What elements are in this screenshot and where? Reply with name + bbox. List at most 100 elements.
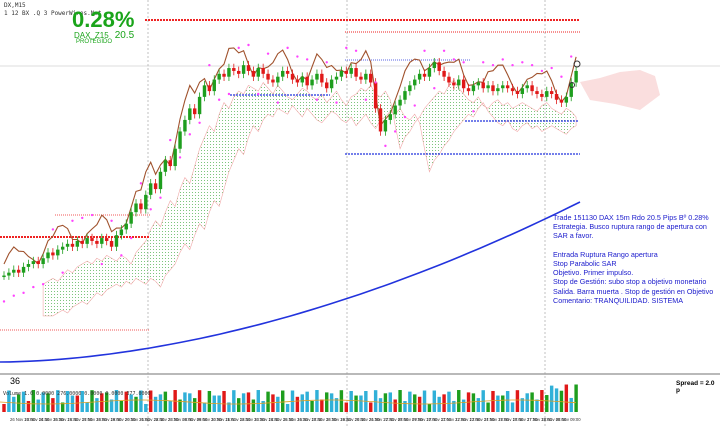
sar-dot (159, 196, 162, 199)
candle-body (60, 246, 65, 250)
candle-body (119, 229, 124, 236)
candle-body (212, 79, 216, 92)
volume-bar (334, 398, 339, 412)
volume-bar (285, 403, 290, 412)
candle-body (271, 79, 275, 83)
candle-body (310, 79, 314, 86)
candle-body (65, 243, 70, 247)
candle-body (373, 82, 378, 109)
candle-body (501, 85, 505, 89)
volume-bar (188, 393, 192, 412)
candle-body (295, 79, 300, 83)
volume-bar (510, 402, 515, 412)
candle-body (2, 275, 6, 278)
x-tick-label: 26 Nov 16:30 (283, 417, 309, 422)
x-tick-label: 26 Nov 09:00 (182, 417, 208, 422)
candle-body (325, 82, 329, 89)
volume-bar (207, 390, 212, 412)
candle-body (75, 240, 80, 247)
x-tick-label: 26 Nov 14:30 (254, 417, 280, 422)
volume-bar (60, 402, 65, 412)
sar-dot (22, 291, 25, 295)
x-tick-label: 27 Nov 16:00 (498, 417, 524, 422)
candle-body (515, 91, 520, 94)
candle-body (46, 252, 50, 259)
candle-body (144, 194, 148, 210)
candle-body (505, 85, 510, 89)
x-tick-label: 26 Nov 18:30 (312, 417, 338, 422)
candle-body (246, 65, 251, 71)
candle-body (496, 88, 500, 92)
candle-body (305, 76, 309, 86)
volume-bar (276, 396, 280, 412)
volume-bar (295, 396, 300, 412)
x-tick-label: 26 Nov 20:30 (340, 417, 366, 422)
volume-bar (461, 399, 466, 412)
volume-bar (378, 398, 383, 412)
sar-dot (81, 216, 84, 220)
volume-bar (329, 393, 334, 412)
candle-body (388, 114, 393, 120)
volume-bar (554, 388, 559, 412)
volume-bar (266, 391, 270, 412)
x-tick-label: 26 Nov 21:00 (125, 417, 151, 422)
symbol-row: DAX_Z15 20.5 (74, 30, 134, 41)
volume-bar (320, 399, 324, 412)
candle-body (393, 105, 397, 115)
volume-bar (251, 399, 256, 412)
candle-body (535, 91, 539, 94)
candle-body (241, 65, 246, 74)
candle-body (207, 85, 212, 92)
volume-bar (281, 390, 285, 412)
subwindow-value: 36 (10, 376, 21, 386)
candle-body (124, 223, 128, 230)
candle-body (251, 70, 256, 77)
sar-dot (217, 98, 221, 101)
candle-body (471, 85, 476, 92)
candle-body (476, 82, 481, 86)
sar-dot (491, 63, 495, 67)
candle-body (525, 85, 529, 89)
sar-dot (501, 58, 504, 61)
sar-dot (472, 110, 475, 113)
note-line: Comentario: TRANQUILIDAD. SISTEMA (553, 295, 684, 305)
candle-body (183, 119, 187, 132)
profit-percent: 0.28% (72, 7, 135, 32)
volume-bar (153, 396, 158, 412)
candle-body (227, 68, 231, 77)
volume-bar (310, 400, 314, 412)
volume-bar (227, 402, 231, 412)
volume-bar (525, 393, 529, 412)
volume-bar (178, 399, 182, 412)
candle-body (41, 258, 45, 265)
volume-bar (408, 391, 412, 412)
volume-bar (398, 390, 402, 412)
x-tick-label: 26 Nov 11:00 (211, 417, 236, 422)
volume-bar (148, 390, 153, 412)
volume-bar (222, 391, 226, 412)
candle-body (486, 85, 490, 89)
candle-body (549, 91, 554, 94)
candle-body (80, 240, 84, 244)
sar-dot (12, 294, 15, 297)
sar-dot (462, 61, 465, 64)
volume-bar (344, 402, 348, 412)
x-tick-label: 27 Nov 08:00 (383, 417, 409, 422)
trade-marker (573, 60, 581, 68)
candle-body (452, 82, 456, 86)
volume-bar (158, 394, 163, 412)
candle-body (569, 82, 573, 97)
candle-body (153, 183, 158, 190)
sar-dot (511, 63, 514, 67)
sar-dot (521, 61, 524, 64)
candle-body (432, 62, 437, 69)
candle-body (281, 70, 285, 77)
candle-body (510, 88, 515, 92)
candle-body (359, 76, 363, 80)
sar-dot (208, 63, 211, 67)
candle-body (129, 212, 133, 224)
volume-bar (349, 390, 353, 412)
sar-dot (188, 133, 192, 136)
candle-body (197, 96, 202, 115)
candle-body (554, 93, 559, 100)
